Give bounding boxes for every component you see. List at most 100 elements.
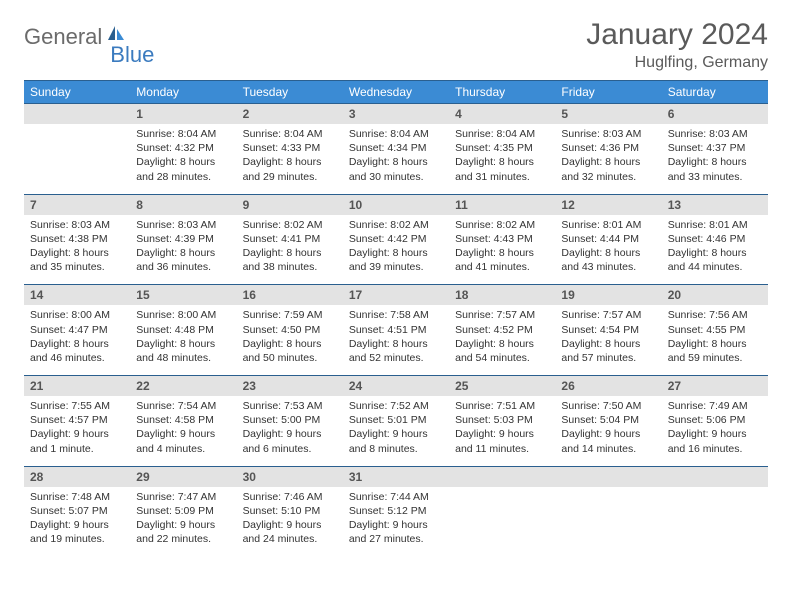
sunrise-text: Sunrise: 8:04 AM (349, 127, 443, 141)
day-cell: Sunrise: 8:03 AMSunset: 4:39 PMDaylight:… (130, 215, 236, 285)
day-cell: Sunrise: 8:00 AMSunset: 4:48 PMDaylight:… (130, 305, 236, 375)
logo: General Blue (24, 18, 154, 68)
info-row: Sunrise: 7:48 AMSunset: 5:07 PMDaylight:… (24, 487, 768, 557)
sunrise-text: Sunrise: 8:01 AM (668, 218, 762, 232)
logo-text-part1: General (24, 24, 102, 50)
day-header: Thursday (449, 81, 555, 104)
day-number: 23 (237, 376, 343, 397)
day-number (662, 466, 768, 487)
sunrise-text: Sunrise: 7:58 AM (349, 308, 443, 322)
day-number: 13 (662, 194, 768, 215)
daylight-text: Daylight: 8 hours and 38 minutes. (243, 246, 337, 274)
daylight-text: Daylight: 8 hours and 44 minutes. (668, 246, 762, 274)
day-number (555, 466, 661, 487)
sunrise-text: Sunrise: 7:47 AM (136, 490, 230, 504)
sunset-text: Sunset: 4:33 PM (243, 141, 337, 155)
sunrise-text: Sunrise: 7:55 AM (30, 399, 124, 413)
location-subtitle: Huglfing, Germany (586, 54, 768, 72)
day-cell: Sunrise: 8:04 AMSunset: 4:35 PMDaylight:… (449, 124, 555, 194)
daylight-text: Daylight: 8 hours and 29 minutes. (243, 155, 337, 183)
sunset-text: Sunset: 4:34 PM (349, 141, 443, 155)
day-number: 10 (343, 194, 449, 215)
sunrise-text: Sunrise: 8:03 AM (561, 127, 655, 141)
sunrise-text: Sunrise: 8:04 AM (455, 127, 549, 141)
day-number: 4 (449, 104, 555, 125)
day-header: Sunday (24, 81, 130, 104)
sunrise-text: Sunrise: 7:51 AM (455, 399, 549, 413)
day-number: 7 (24, 194, 130, 215)
day-cell: Sunrise: 8:04 AMSunset: 4:33 PMDaylight:… (237, 124, 343, 194)
day-number: 11 (449, 194, 555, 215)
day-cell (449, 487, 555, 557)
sunset-text: Sunset: 4:46 PM (668, 232, 762, 246)
day-number: 28 (24, 466, 130, 487)
daylight-text: Daylight: 9 hours and 27 minutes. (349, 518, 443, 546)
daylight-text: Daylight: 8 hours and 31 minutes. (455, 155, 549, 183)
day-number: 18 (449, 285, 555, 306)
sunrise-text: Sunrise: 8:03 AM (136, 218, 230, 232)
day-cell: Sunrise: 7:56 AMSunset: 4:55 PMDaylight:… (662, 305, 768, 375)
daylight-text: Daylight: 8 hours and 28 minutes. (136, 155, 230, 183)
day-cell: Sunrise: 7:52 AMSunset: 5:01 PMDaylight:… (343, 396, 449, 466)
sunrise-text: Sunrise: 8:03 AM (668, 127, 762, 141)
day-cell: Sunrise: 7:55 AMSunset: 4:57 PMDaylight:… (24, 396, 130, 466)
day-cell: Sunrise: 8:02 AMSunset: 4:41 PMDaylight:… (237, 215, 343, 285)
day-number: 9 (237, 194, 343, 215)
page-header: General Blue January 2024 Huglfing, Germ… (24, 18, 768, 72)
day-cell: Sunrise: 7:59 AMSunset: 4:50 PMDaylight:… (237, 305, 343, 375)
info-row: Sunrise: 8:04 AMSunset: 4:32 PMDaylight:… (24, 124, 768, 194)
day-cell (662, 487, 768, 557)
day-number: 19 (555, 285, 661, 306)
day-cell: Sunrise: 8:01 AMSunset: 4:44 PMDaylight:… (555, 215, 661, 285)
day-cell: Sunrise: 7:46 AMSunset: 5:10 PMDaylight:… (237, 487, 343, 557)
daylight-text: Daylight: 8 hours and 33 minutes. (668, 155, 762, 183)
sunrise-text: Sunrise: 8:00 AM (136, 308, 230, 322)
sunrise-text: Sunrise: 7:56 AM (668, 308, 762, 322)
sunrise-text: Sunrise: 8:04 AM (136, 127, 230, 141)
day-cell: Sunrise: 8:03 AMSunset: 4:37 PMDaylight:… (662, 124, 768, 194)
sunset-text: Sunset: 5:09 PM (136, 504, 230, 518)
day-number: 30 (237, 466, 343, 487)
day-cell: Sunrise: 7:54 AMSunset: 4:58 PMDaylight:… (130, 396, 236, 466)
day-cell (555, 487, 661, 557)
sunrise-text: Sunrise: 7:46 AM (243, 490, 337, 504)
daylight-text: Daylight: 8 hours and 50 minutes. (243, 337, 337, 365)
date-row: 123456 (24, 104, 768, 125)
daylight-text: Daylight: 8 hours and 36 minutes. (136, 246, 230, 274)
sunrise-text: Sunrise: 7:57 AM (561, 308, 655, 322)
sunset-text: Sunset: 4:51 PM (349, 323, 443, 337)
daylight-text: Daylight: 8 hours and 43 minutes. (561, 246, 655, 274)
day-header: Monday (130, 81, 236, 104)
day-cell: Sunrise: 8:00 AMSunset: 4:47 PMDaylight:… (24, 305, 130, 375)
daylight-text: Daylight: 9 hours and 4 minutes. (136, 427, 230, 455)
daylight-text: Daylight: 8 hours and 39 minutes. (349, 246, 443, 274)
sunset-text: Sunset: 4:47 PM (30, 323, 124, 337)
daylight-text: Daylight: 9 hours and 1 minute. (30, 427, 124, 455)
sunset-text: Sunset: 5:06 PM (668, 413, 762, 427)
day-cell: Sunrise: 7:57 AMSunset: 4:52 PMDaylight:… (449, 305, 555, 375)
sunrise-text: Sunrise: 8:03 AM (30, 218, 124, 232)
sunrise-text: Sunrise: 7:54 AM (136, 399, 230, 413)
day-number: 1 (130, 104, 236, 125)
day-header: Wednesday (343, 81, 449, 104)
day-number: 24 (343, 376, 449, 397)
day-cell: Sunrise: 8:01 AMSunset: 4:46 PMDaylight:… (662, 215, 768, 285)
sunset-text: Sunset: 4:35 PM (455, 141, 549, 155)
sunset-text: Sunset: 5:07 PM (30, 504, 124, 518)
info-row: Sunrise: 8:03 AMSunset: 4:38 PMDaylight:… (24, 215, 768, 285)
sunset-text: Sunset: 4:41 PM (243, 232, 337, 246)
daylight-text: Daylight: 9 hours and 8 minutes. (349, 427, 443, 455)
day-number: 22 (130, 376, 236, 397)
sunrise-text: Sunrise: 7:57 AM (455, 308, 549, 322)
sunset-text: Sunset: 4:54 PM (561, 323, 655, 337)
day-number: 16 (237, 285, 343, 306)
day-number: 5 (555, 104, 661, 125)
daylight-text: Daylight: 9 hours and 11 minutes. (455, 427, 549, 455)
sunrise-text: Sunrise: 7:49 AM (668, 399, 762, 413)
day-number: 3 (343, 104, 449, 125)
day-cell: Sunrise: 7:48 AMSunset: 5:07 PMDaylight:… (24, 487, 130, 557)
day-number: 17 (343, 285, 449, 306)
sunset-text: Sunset: 4:58 PM (136, 413, 230, 427)
day-number: 8 (130, 194, 236, 215)
sunset-text: Sunset: 4:42 PM (349, 232, 443, 246)
